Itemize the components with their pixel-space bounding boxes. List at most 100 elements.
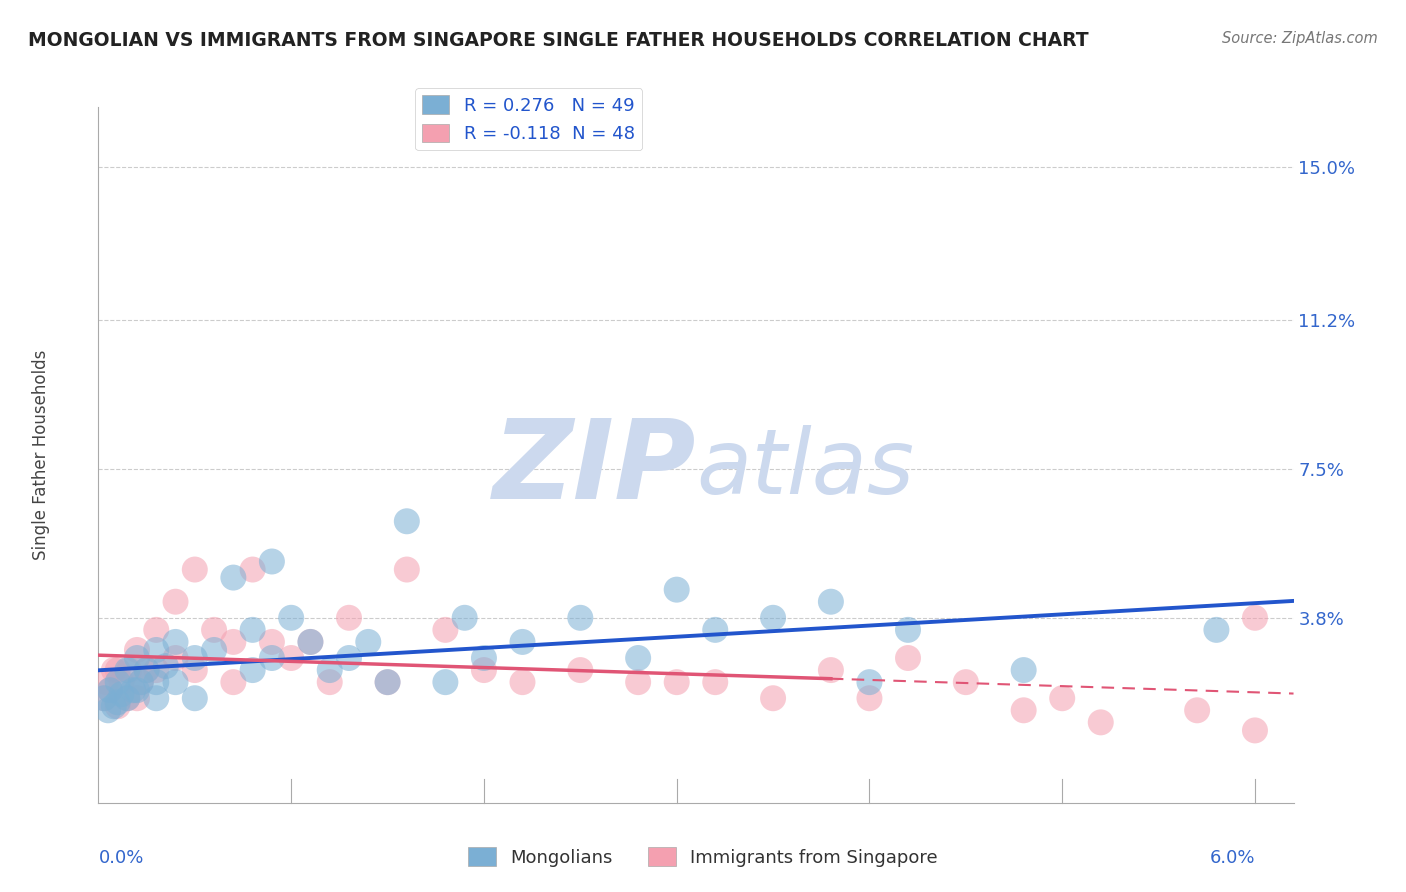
Point (107, 695, 129, 709)
Point (125, 643, 148, 657)
Point (145, 623, 167, 637)
Point (280, 611, 302, 625)
Point (222, 635, 245, 649)
Point (165, 595, 187, 609)
Point (117, 663, 139, 677)
Point (1244, 723, 1267, 738)
Point (107, 699, 129, 714)
Point (955, 675, 977, 690)
Point (897, 651, 920, 665)
Point (472, 663, 495, 677)
Point (377, 675, 399, 690)
Point (897, 623, 920, 637)
Legend: R = 0.276   N = 49, R = -0.118  N = 48: R = 0.276 N = 49, R = -0.118 N = 48 (415, 88, 643, 151)
Point (762, 691, 785, 706)
Point (260, 635, 283, 649)
Point (512, 675, 534, 690)
Point (512, 635, 534, 649)
Point (242, 562, 264, 576)
Point (93, 691, 115, 706)
Point (184, 562, 207, 576)
Point (1244, 611, 1267, 625)
Point (858, 691, 880, 706)
Point (319, 663, 342, 677)
Point (472, 651, 495, 665)
Point (434, 623, 457, 637)
Point (260, 651, 283, 665)
Point (337, 611, 360, 625)
Point (155, 659, 177, 673)
Point (377, 675, 399, 690)
Point (110, 675, 132, 690)
Point (107, 675, 129, 690)
Point (858, 675, 880, 690)
Point (184, 663, 207, 677)
Point (242, 623, 264, 637)
Point (395, 562, 418, 576)
Text: Single Father Households: Single Father Households (32, 350, 51, 560)
Point (453, 611, 475, 625)
Point (1012, 703, 1035, 717)
Point (165, 635, 187, 649)
Point (395, 514, 418, 528)
Point (97, 703, 120, 717)
Point (103, 663, 125, 677)
Point (299, 635, 322, 649)
Point (145, 643, 167, 657)
Point (93, 691, 115, 706)
Point (103, 699, 125, 714)
Point (260, 554, 283, 568)
Point (242, 663, 264, 677)
Point (1205, 623, 1227, 637)
Point (1185, 703, 1208, 717)
Point (434, 675, 457, 690)
Point (665, 582, 688, 597)
Point (820, 595, 842, 609)
Point (145, 675, 167, 690)
Point (704, 623, 727, 637)
Point (135, 663, 157, 677)
Point (135, 663, 157, 677)
Point (165, 651, 187, 665)
Text: MONGOLIAN VS IMMIGRANTS FROM SINGAPORE SINGLE FATHER HOUSEHOLDS CORRELATION CHAR: MONGOLIAN VS IMMIGRANTS FROM SINGAPORE S… (28, 31, 1088, 50)
Point (319, 675, 342, 690)
Point (280, 651, 302, 665)
Point (1050, 691, 1073, 706)
Point (107, 663, 129, 677)
Point (665, 675, 688, 690)
Text: Source: ZipAtlas.com: Source: ZipAtlas.com (1222, 31, 1378, 46)
Point (117, 691, 139, 706)
Point (222, 675, 245, 690)
Point (122, 683, 145, 698)
Point (125, 651, 148, 665)
Point (98, 683, 121, 698)
Point (129, 675, 152, 690)
Point (299, 635, 322, 649)
Text: ZIP: ZIP (492, 416, 696, 523)
Point (222, 571, 245, 585)
Point (569, 611, 592, 625)
Point (337, 651, 360, 665)
Point (820, 663, 842, 677)
Point (117, 691, 139, 706)
Point (357, 635, 380, 649)
Point (125, 691, 148, 706)
Point (165, 675, 187, 690)
Point (94, 675, 117, 690)
Text: 0.0%: 0.0% (98, 849, 143, 867)
Point (627, 675, 650, 690)
Point (118, 663, 141, 677)
Point (129, 675, 152, 690)
Legend: Mongolians, Immigrants from Singapore: Mongolians, Immigrants from Singapore (461, 840, 945, 874)
Point (569, 663, 592, 677)
Text: atlas: atlas (696, 425, 914, 513)
Point (125, 683, 148, 698)
Point (627, 651, 650, 665)
Point (98, 683, 121, 698)
Point (110, 687, 132, 701)
Point (202, 623, 225, 637)
Point (1012, 663, 1035, 677)
Point (202, 643, 225, 657)
Point (184, 651, 207, 665)
Point (704, 675, 727, 690)
